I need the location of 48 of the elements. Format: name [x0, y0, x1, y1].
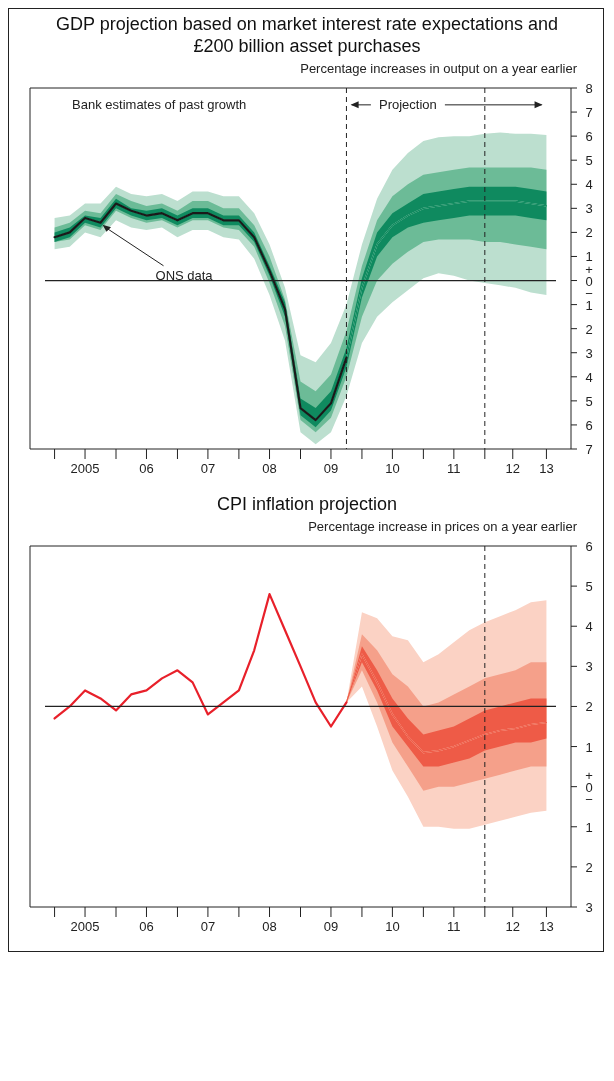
- x-tick-label: 08: [262, 919, 277, 934]
- y-tick-label: 2: [585, 699, 593, 715]
- x-tick-label: 06: [139, 461, 154, 476]
- x-tick-label: 12: [505, 461, 520, 476]
- x-tick-label: 11: [447, 461, 461, 476]
- x-tick-label: 08: [262, 461, 277, 476]
- y-tick-label: 2: [585, 225, 593, 241]
- y-tick-label: 8: [585, 81, 593, 96]
- x-tick-label: 07: [200, 461, 216, 476]
- x-tick-label: 06: [139, 919, 154, 934]
- chart-title: CPI inflation projection: [215, 493, 399, 515]
- x-tick-label: 2005: [70, 461, 100, 476]
- annotation: ONS data: [155, 267, 214, 283]
- y-tick-label: 5: [585, 579, 593, 595]
- y-tick-label: 2: [585, 321, 593, 337]
- y-tick-label: 4: [585, 177, 593, 193]
- y-tick-label: 3: [585, 659, 593, 675]
- y-tick-label: 3: [585, 345, 593, 361]
- x-tick-label: 07: [200, 919, 216, 934]
- annotation: Projection: [378, 96, 437, 112]
- x-tick-label: 13: [539, 461, 554, 476]
- y-tick-label: 6: [585, 417, 593, 433]
- y-tick-label: 1: [585, 819, 593, 835]
- y-tick-label: 4: [585, 369, 593, 385]
- y-tick-label: 5: [585, 393, 593, 409]
- x-tick-label: 10: [385, 919, 400, 934]
- y-tick-label: +0−: [585, 767, 593, 807]
- y-axis-title: Percentage increases in output on a year earlier: [299, 61, 578, 77]
- y-tick-label: 7: [585, 442, 593, 457]
- annotation: Bank estimates of past growth: [72, 96, 247, 112]
- y-axis-title: Percentage increase in prices on a year earlier: [307, 519, 578, 535]
- chart-title: GDP projection based on market interest rate expectations and £200 billion asset purchases: [55, 13, 559, 57]
- x-tick-label: 2005: [70, 919, 100, 934]
- x-tick-label: 10: [385, 461, 400, 476]
- y-tick-label: 1: [585, 739, 593, 755]
- x-tick-label: 09: [323, 919, 339, 934]
- x-tick-label: 11: [447, 919, 461, 934]
- y-tick-label: 7: [585, 105, 593, 121]
- y-tick-label: 3: [585, 900, 593, 915]
- y-tick-label: 6: [585, 129, 593, 145]
- x-tick-label: 09: [323, 461, 339, 476]
- x-tick-label: 13: [539, 919, 554, 934]
- y-tick-label: 4: [585, 619, 593, 635]
- y-tick-label: 5: [585, 153, 593, 169]
- x-tick-label: 12: [505, 919, 520, 934]
- y-tick-label: 6: [585, 539, 593, 554]
- y-tick-label: 2: [585, 859, 593, 875]
- y-tick-label: 3: [585, 201, 593, 217]
